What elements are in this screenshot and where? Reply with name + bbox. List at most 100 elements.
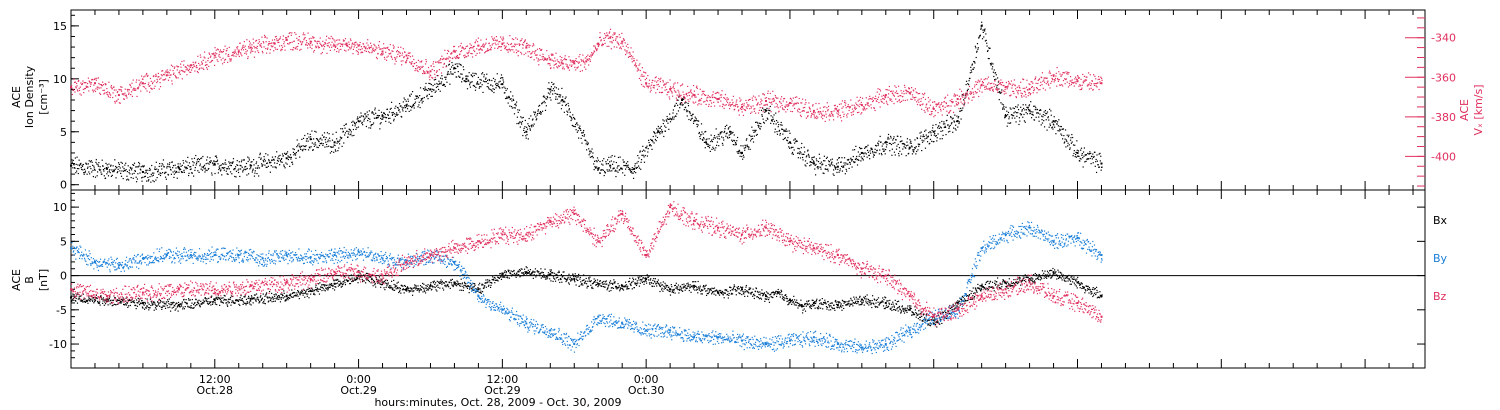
bx-point <box>980 284 983 287</box>
bx-point <box>621 284 624 287</box>
by-point <box>908 329 911 332</box>
vx-point <box>693 94 696 97</box>
ion-density-point <box>705 141 708 144</box>
by-point <box>621 322 624 325</box>
vx-point <box>980 84 983 87</box>
bx-point <box>776 291 779 294</box>
bz-point <box>501 233 504 236</box>
bx-point <box>405 288 408 291</box>
by-point <box>189 254 192 257</box>
vx-point <box>669 88 672 91</box>
bz-point <box>381 274 384 277</box>
bz-point <box>1052 295 1055 298</box>
vx-point <box>309 40 312 43</box>
ion-density-point <box>141 171 144 173</box>
vx-point <box>70 86 72 89</box>
ion-density-scatter <box>71 21 1103 183</box>
top-y2label: ACE Vₓ [km/s] <box>1458 84 1485 135</box>
vx-point <box>405 54 408 57</box>
bz-point <box>285 281 288 284</box>
top-ylabel-line2: Ion Density <box>23 65 36 128</box>
bz-point <box>645 254 648 257</box>
bottom-ytick-label: -10 <box>49 338 67 351</box>
vx-point <box>333 44 336 47</box>
ion-density-point <box>525 130 528 133</box>
ion-density-point <box>980 24 983 27</box>
bz-point <box>405 260 408 263</box>
vx-point <box>956 98 959 101</box>
legend-bx: Bx <box>1433 214 1448 227</box>
vx-point <box>141 82 144 85</box>
vx-point <box>525 46 528 49</box>
bz-point <box>693 219 696 222</box>
bottom-ytick-label: 0 <box>60 270 67 283</box>
ion-density-point <box>932 130 935 133</box>
top-ytick-label: 0 <box>60 179 67 192</box>
vx-point <box>93 82 96 85</box>
vx-point <box>908 92 911 95</box>
ion-density-point <box>597 167 600 170</box>
bx-point <box>932 322 935 325</box>
bottom-ylabel-line2: B <box>23 276 36 284</box>
by-point <box>309 256 312 259</box>
bz-point <box>549 219 552 222</box>
bz-point <box>788 240 791 243</box>
top-ytick-label: 15 <box>53 20 67 33</box>
by-point <box>165 254 168 257</box>
ion-density-point <box>1100 162 1103 165</box>
bx-point <box>549 273 552 276</box>
ion-density-point <box>249 164 252 167</box>
by-point <box>285 254 288 257</box>
top-ylabel-line3: [cm⁻³] <box>37 79 50 115</box>
bx-point <box>453 281 456 284</box>
bx-point <box>693 284 696 287</box>
xtick-time: 0:00 <box>346 373 371 386</box>
by-point <box>117 264 120 267</box>
vx-point <box>453 50 456 53</box>
bottom-ylabel-line3: [nT] <box>37 269 50 291</box>
ion-density-point <box>177 166 180 169</box>
top-ylabel: ACE Ion Density [cm⁻³] <box>10 65 50 128</box>
by-point <box>477 295 480 298</box>
vx-point <box>812 109 815 112</box>
vx-point <box>1028 88 1031 91</box>
bz-point <box>177 288 180 291</box>
vx-point <box>429 70 432 73</box>
ion-density-point <box>405 104 408 107</box>
top-y2ticks: -340 -360 -380 -400 <box>1431 32 1456 164</box>
ion-density-point <box>105 167 108 170</box>
top-y2label-line2: Vₓ [km/s] <box>1472 84 1485 135</box>
ion-density-point <box>561 99 564 101</box>
top-y2tick-label: -380 <box>1431 111 1456 124</box>
bx-point <box>908 308 911 311</box>
ion-density-point <box>381 114 384 117</box>
bz-point <box>621 212 624 215</box>
bx-point <box>860 298 863 301</box>
vx-point <box>213 54 216 57</box>
by-point <box>453 260 456 263</box>
by-point <box>237 254 240 257</box>
bz-point <box>70 288 72 291</box>
by-point <box>1076 236 1079 239</box>
legend: Bx By Bz <box>1433 214 1448 303</box>
bottom-ytick-label: 10 <box>53 201 67 214</box>
xtick-time: 12:00 <box>487 373 519 386</box>
xtick-date: Oct.28 <box>197 384 234 397</box>
bz-point <box>980 295 983 298</box>
vx-scatter <box>71 28 1103 123</box>
vx-point <box>932 107 935 110</box>
bz-point <box>1028 281 1031 284</box>
bz-point <box>477 240 480 243</box>
by-point <box>1100 254 1103 257</box>
legend-by: By <box>1433 252 1448 265</box>
vx-point <box>561 62 564 65</box>
by-point <box>1052 240 1055 243</box>
vx-point <box>273 42 276 45</box>
xtick-time: 0:00 <box>634 373 659 386</box>
bz-point <box>1004 288 1007 291</box>
ion-density-point <box>1004 114 1007 117</box>
bz-scatter <box>71 201 1103 327</box>
vx-point <box>549 58 552 61</box>
ion-density-point <box>812 162 815 165</box>
